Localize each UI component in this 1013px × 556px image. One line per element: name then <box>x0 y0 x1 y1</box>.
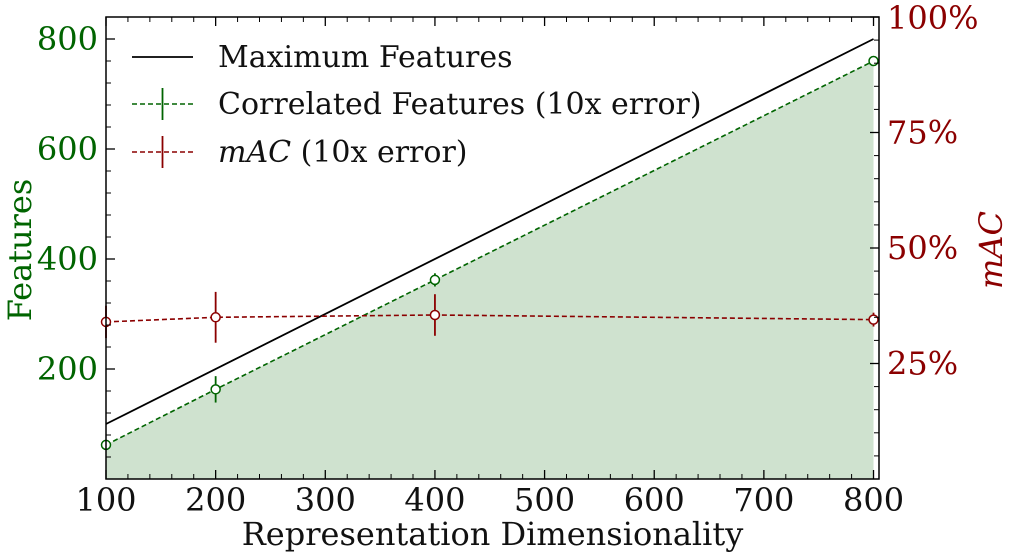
legend: Maximum Features Correlated Features (10… <box>132 40 702 170</box>
correlated-features-fill-layer <box>106 61 874 479</box>
marker-1-3 <box>868 55 879 67</box>
legend-label-mac-italic: mAC <box>218 135 291 170</box>
legend-entry-correlated-features: Correlated Features (10x error) <box>132 87 702 122</box>
legend-label-mac-rest: (10x error) <box>291 135 467 170</box>
series-line-0 <box>105 38 874 425</box>
correlated-features-area <box>106 61 874 479</box>
x-axis-label: Representation Dimensionality <box>242 515 744 553</box>
x-tick-label-1: 200 <box>185 481 246 519</box>
tick-labels-layer: 100 200 300 400 500 600 700 800 200 400 600 800 25% 5… <box>37 0 979 519</box>
y-left-tick-label-3: 800 <box>37 20 98 58</box>
marker-1-2 <box>429 274 441 286</box>
x-tick-label-4: 500 <box>514 481 575 519</box>
y-left-tick-label-0: 200 <box>37 350 98 388</box>
y-right-tick-label-3: 100% <box>887 0 978 37</box>
right-y-axis-label: mAC <box>972 211 1010 289</box>
x-tick-label-5: 600 <box>624 481 685 519</box>
marker-1-1 <box>210 384 221 395</box>
legend-label-correlated-features: Correlated Features (10x error) <box>218 87 702 122</box>
legend-label-maximum-features: Maximum Features <box>218 40 513 75</box>
marker-2-1 <box>210 312 221 323</box>
legend-entry-maximum-features: Maximum Features <box>132 40 513 75</box>
x-tick-label-6: 700 <box>733 481 794 519</box>
y-right-tick-label-2: 75% <box>887 114 958 152</box>
x-tick-label-3: 400 <box>404 481 465 519</box>
y-left-tick-label-1: 400 <box>37 240 98 278</box>
ticks-layer <box>105 16 879 479</box>
marker-2-2 <box>429 309 441 321</box>
x-tick-label-7: 800 <box>843 481 904 519</box>
y-left-tick-label-2: 600 <box>37 130 98 168</box>
y-right-tick-label-0: 25% <box>887 345 958 383</box>
legend-entry-mac: mAC (10x error) <box>132 135 468 170</box>
left-y-axis-label: Features <box>1 179 39 322</box>
marker-2-3 <box>868 314 879 325</box>
x-tick-label-2: 300 <box>295 481 356 519</box>
series-line-2 <box>105 314 874 323</box>
legend-label-mac: mAC (10x error) <box>218 135 468 170</box>
y-right-tick-label-1: 50% <box>887 229 958 267</box>
x-tick-label-0: 100 <box>75 481 136 519</box>
